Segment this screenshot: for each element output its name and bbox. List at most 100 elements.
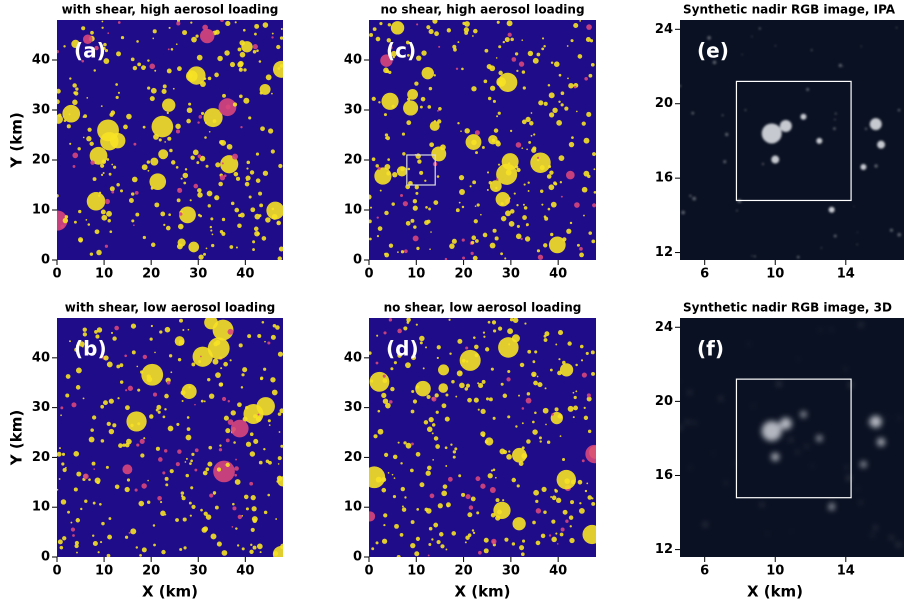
cloud — [856, 231, 858, 233]
cloud — [404, 249, 408, 254]
cloud — [523, 206, 528, 210]
cloud — [544, 331, 550, 337]
cloud — [175, 123, 181, 130]
cloud — [100, 173, 104, 176]
x-tick-label: 0 — [52, 564, 61, 579]
y-tick-label: 20 — [32, 153, 50, 168]
cloud — [383, 523, 386, 527]
cloud — [693, 421, 696, 425]
cloud — [525, 223, 529, 227]
x-tick-label: 30 — [189, 564, 207, 579]
cloud — [375, 361, 379, 365]
cloud — [263, 367, 267, 371]
cloud — [382, 398, 389, 404]
cloud — [207, 76, 212, 81]
cloud — [560, 195, 563, 198]
cloud — [237, 402, 242, 408]
cloud — [73, 451, 80, 457]
cloud — [874, 164, 878, 168]
cloud — [545, 423, 547, 426]
cloud — [867, 420, 871, 425]
cloud — [573, 22, 579, 29]
cloud — [441, 403, 447, 409]
cloud — [417, 159, 422, 164]
cloud — [241, 373, 245, 377]
cloud — [760, 503, 764, 507]
cloud — [246, 160, 251, 165]
cloud — [396, 166, 408, 177]
cloud — [375, 541, 379, 545]
cloud — [415, 380, 431, 397]
cloud — [60, 499, 67, 505]
cloud — [271, 36, 274, 39]
cloud — [147, 86, 151, 90]
cloud — [438, 106, 442, 111]
cloud — [433, 74, 436, 77]
cloud — [226, 143, 233, 150]
cloud — [455, 67, 459, 71]
cloud — [583, 137, 590, 144]
cloud — [532, 360, 536, 364]
cloud — [889, 536, 894, 540]
cloud — [761, 123, 782, 144]
cloud — [412, 235, 419, 242]
cloud — [406, 318, 411, 323]
cloud — [421, 50, 427, 56]
panel-title: with shear, low aerosol loading — [65, 301, 275, 315]
cloud — [585, 351, 589, 355]
cloud — [209, 493, 214, 498]
cloud — [74, 543, 79, 549]
x-tick-label: 30 — [189, 267, 207, 282]
cloud — [253, 438, 259, 444]
cloud — [87, 127, 92, 132]
cloud — [101, 26, 104, 29]
cloud — [141, 547, 147, 553]
cloud — [560, 103, 564, 107]
cloud — [562, 509, 568, 515]
cloud — [223, 174, 227, 178]
cloud — [109, 186, 115, 192]
cloud — [280, 444, 283, 448]
cloud — [377, 409, 381, 413]
image-background — [680, 20, 904, 260]
y-tick-label: 24 — [655, 22, 673, 37]
cloud — [204, 136, 207, 139]
cloud — [426, 394, 431, 399]
cloud — [384, 210, 389, 216]
cloud — [179, 206, 196, 224]
cloud — [800, 113, 807, 120]
cloud — [491, 320, 497, 325]
cloud — [61, 452, 66, 456]
cloud — [205, 514, 212, 520]
cloud — [369, 32, 374, 37]
cloud — [194, 403, 196, 406]
cloud — [410, 218, 415, 223]
cloud — [543, 243, 548, 248]
cloud — [557, 413, 563, 419]
cloud — [209, 225, 213, 229]
cloud — [496, 20, 500, 24]
cloud — [108, 428, 115, 435]
cloud — [220, 20, 224, 22]
y-tick-label: 30 — [344, 103, 362, 118]
cloud — [569, 525, 572, 528]
cloud — [452, 44, 457, 49]
cloud — [579, 502, 582, 505]
cloud — [259, 551, 262, 554]
cloud — [568, 141, 575, 148]
cloud — [428, 526, 433, 531]
cloud — [62, 467, 67, 473]
cloud — [530, 152, 551, 173]
cloud — [448, 318, 451, 321]
cloud — [457, 122, 460, 125]
cloud — [458, 201, 461, 204]
cloud — [90, 30, 94, 35]
cloud — [586, 482, 589, 485]
x-tick-label: 10 — [407, 564, 425, 579]
cloud — [198, 254, 204, 260]
cloud — [591, 239, 596, 244]
cloud — [369, 194, 372, 200]
cloud — [382, 378, 388, 384]
x-axis-label: X (km) — [454, 583, 510, 601]
cloud — [223, 361, 228, 367]
